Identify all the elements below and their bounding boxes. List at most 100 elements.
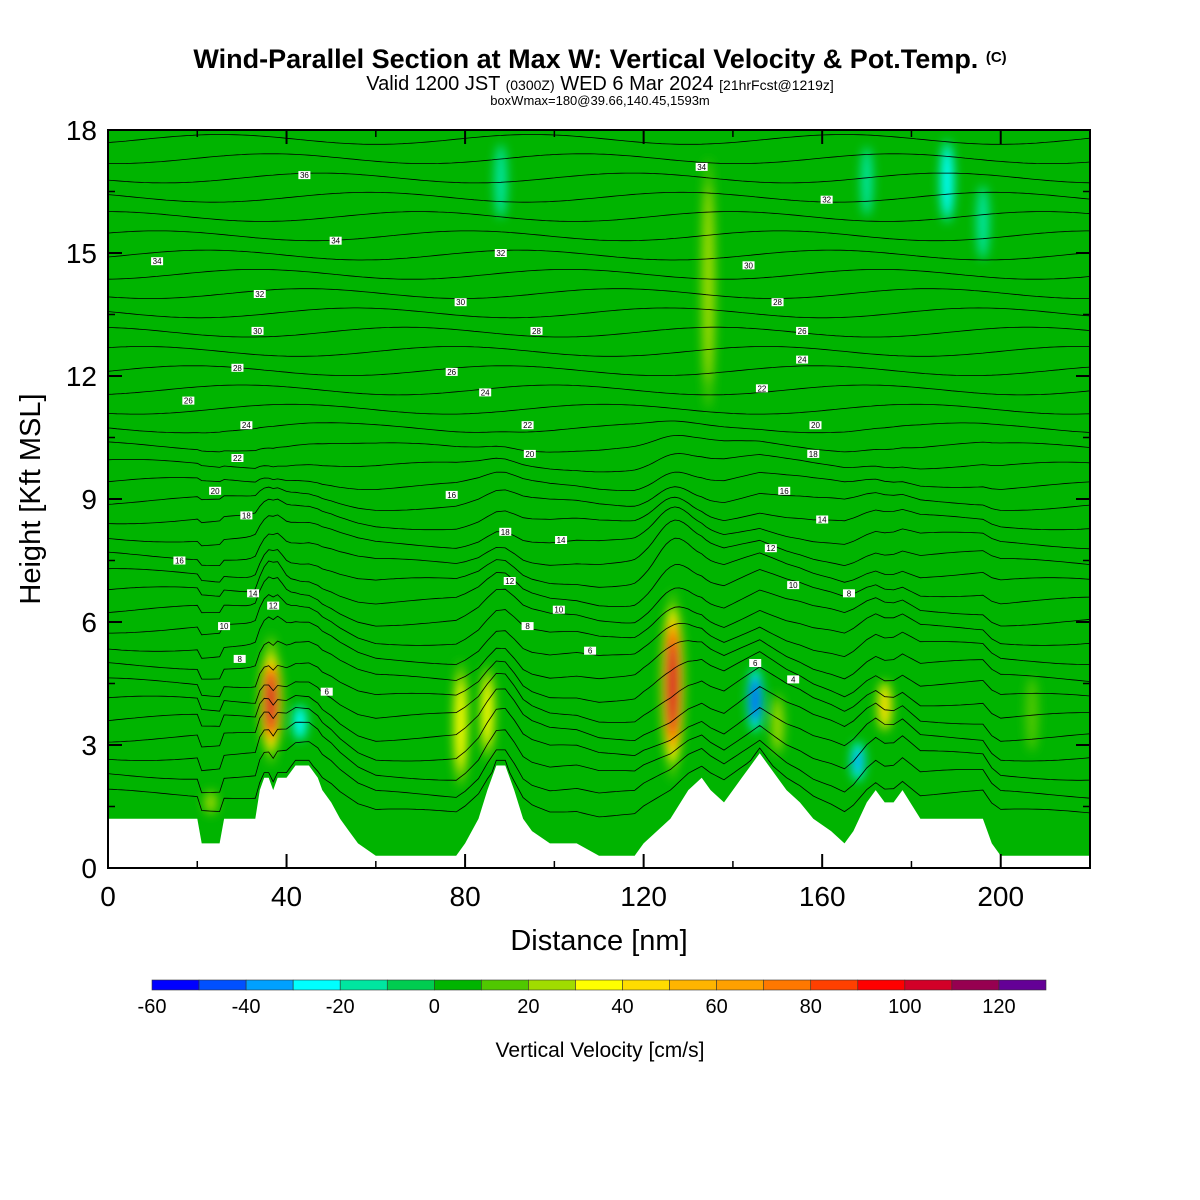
theta-contour-line bbox=[108, 172, 1090, 184]
theta-label: 34 bbox=[151, 257, 164, 266]
w-cell bbox=[772, 701, 783, 748]
theta-contour-line bbox=[108, 384, 1090, 396]
x-tick-label: 200 bbox=[977, 881, 1024, 912]
colorbar-bin bbox=[339, 979, 388, 991]
theta-contour-line bbox=[108, 537, 1090, 588]
theta-contour-line bbox=[108, 471, 1090, 492]
theta-label-text: 14 bbox=[557, 536, 566, 545]
colorbar: -60 -40 -20 0 20 40 60 80 100 120 bbox=[138, 979, 1047, 1018]
theta-label: 26 bbox=[445, 367, 458, 377]
y-axis-label: Height [Kft MSL] bbox=[15, 393, 47, 604]
theta-label: 12 bbox=[503, 577, 516, 586]
colorbar-bin bbox=[245, 979, 294, 991]
theta-label-text: 14 bbox=[249, 589, 258, 598]
theta-label: 36 bbox=[298, 171, 311, 180]
theta-label-text: 4 bbox=[791, 675, 796, 684]
theta-label: 22 bbox=[755, 384, 768, 393]
theta-label-text: 20 bbox=[525, 450, 534, 459]
forecast-info: [21hrFcst@1219z] bbox=[719, 77, 834, 93]
theta-contour-line bbox=[108, 365, 1090, 377]
theta-label-text: 18 bbox=[809, 450, 818, 459]
colorbar-bin bbox=[292, 979, 341, 991]
theta-contour-line bbox=[108, 434, 1090, 453]
theta-contour-line bbox=[108, 453, 1090, 473]
w-cell bbox=[482, 680, 493, 745]
theta-label: 18 bbox=[240, 511, 253, 520]
w-cell bbox=[667, 641, 679, 730]
colorbar-bin bbox=[151, 979, 200, 991]
theta-contour-line bbox=[108, 403, 1090, 415]
theta-label-text: 8 bbox=[525, 622, 530, 631]
theta-contour-line bbox=[108, 153, 1090, 165]
theta-label-text: 22 bbox=[233, 454, 242, 463]
colorbar-tick-label: 40 bbox=[611, 996, 633, 1018]
theta-label-text: 14 bbox=[818, 516, 827, 525]
theta-label-text: 12 bbox=[269, 602, 278, 611]
y-tick-label: 0 bbox=[81, 853, 97, 884]
theta-contour-line bbox=[108, 519, 1090, 567]
y-tick-label: 18 bbox=[66, 115, 97, 146]
y-tick-label: 6 bbox=[81, 607, 97, 638]
colorbar-bin bbox=[669, 979, 717, 991]
theta-contour-line bbox=[108, 594, 1090, 646]
title-main: Wind-Parallel Section at Max W: Vertical… bbox=[193, 44, 979, 74]
colorbar-bin bbox=[434, 979, 482, 991]
theta-contour-line bbox=[108, 268, 1090, 280]
theta-label-text: 6 bbox=[324, 688, 329, 697]
w-cell bbox=[941, 148, 953, 214]
theta-contour-line bbox=[108, 191, 1090, 203]
theta-label-text: 6 bbox=[753, 659, 758, 668]
theta-label-text: 34 bbox=[331, 237, 340, 246]
colorbar-tick-label: 120 bbox=[982, 996, 1015, 1018]
theta-label-text: 18 bbox=[501, 528, 510, 537]
colorbar-bin bbox=[857, 979, 906, 991]
theta-label: 10 bbox=[218, 622, 231, 631]
theta-contour-line bbox=[108, 496, 1090, 531]
theta-label-text: 22 bbox=[523, 421, 532, 430]
theta-label: 34 bbox=[695, 162, 708, 172]
w-cell bbox=[205, 793, 216, 812]
theta-label: 12 bbox=[764, 544, 777, 553]
w-cell bbox=[853, 749, 862, 774]
theta-contour-line bbox=[108, 560, 1090, 607]
colorbar-tick-label: 100 bbox=[888, 996, 921, 1018]
colorbar-tick-label: 60 bbox=[706, 996, 728, 1018]
theta-label-text: 30 bbox=[456, 298, 465, 307]
theta-label: 12 bbox=[267, 601, 280, 611]
theta-label: 8 bbox=[842, 589, 855, 598]
w-cell bbox=[880, 689, 890, 723]
theta-contour-line bbox=[108, 686, 1090, 742]
x-tick-label: 0 bbox=[100, 881, 116, 912]
w-cell bbox=[455, 681, 466, 768]
theta-label: 20 bbox=[523, 449, 536, 459]
colorbar-tick-label: 0 bbox=[429, 996, 440, 1018]
theta-label: 32 bbox=[253, 290, 266, 299]
colorbar-bin bbox=[904, 979, 953, 991]
theta-contour-line bbox=[108, 249, 1090, 261]
x-tick-label: 80 bbox=[450, 881, 481, 912]
theta-label-text: 26 bbox=[447, 368, 456, 377]
theta-label-text: 12 bbox=[766, 544, 775, 553]
colorbar-bin bbox=[763, 979, 812, 991]
theta-contour-line bbox=[108, 230, 1090, 242]
theta-contour-line bbox=[108, 420, 1090, 434]
theta-label: 26 bbox=[796, 326, 809, 336]
theta-label-text: 8 bbox=[847, 589, 852, 598]
theta-label: 8 bbox=[521, 622, 534, 631]
colorbar-bin bbox=[810, 979, 859, 991]
theta-label-text: 28 bbox=[773, 298, 782, 307]
theta-label: 6 bbox=[584, 646, 597, 656]
theta-label-text: 32 bbox=[822, 196, 831, 205]
theta-label: 10 bbox=[552, 605, 565, 615]
colorbar-label: Vertical Velocity [cm/s] bbox=[496, 1039, 705, 1062]
colorbar-tick-label: -40 bbox=[232, 996, 261, 1018]
theta-contour-line bbox=[108, 639, 1090, 682]
theta-label: 24 bbox=[479, 388, 492, 397]
x-axis-label: Distance [nm] bbox=[510, 925, 687, 957]
theta-label-text: 16 bbox=[780, 487, 789, 496]
theta-label-text: 12 bbox=[505, 577, 514, 586]
theta-label: 14 bbox=[555, 536, 568, 545]
colorbar-bin bbox=[481, 979, 529, 991]
